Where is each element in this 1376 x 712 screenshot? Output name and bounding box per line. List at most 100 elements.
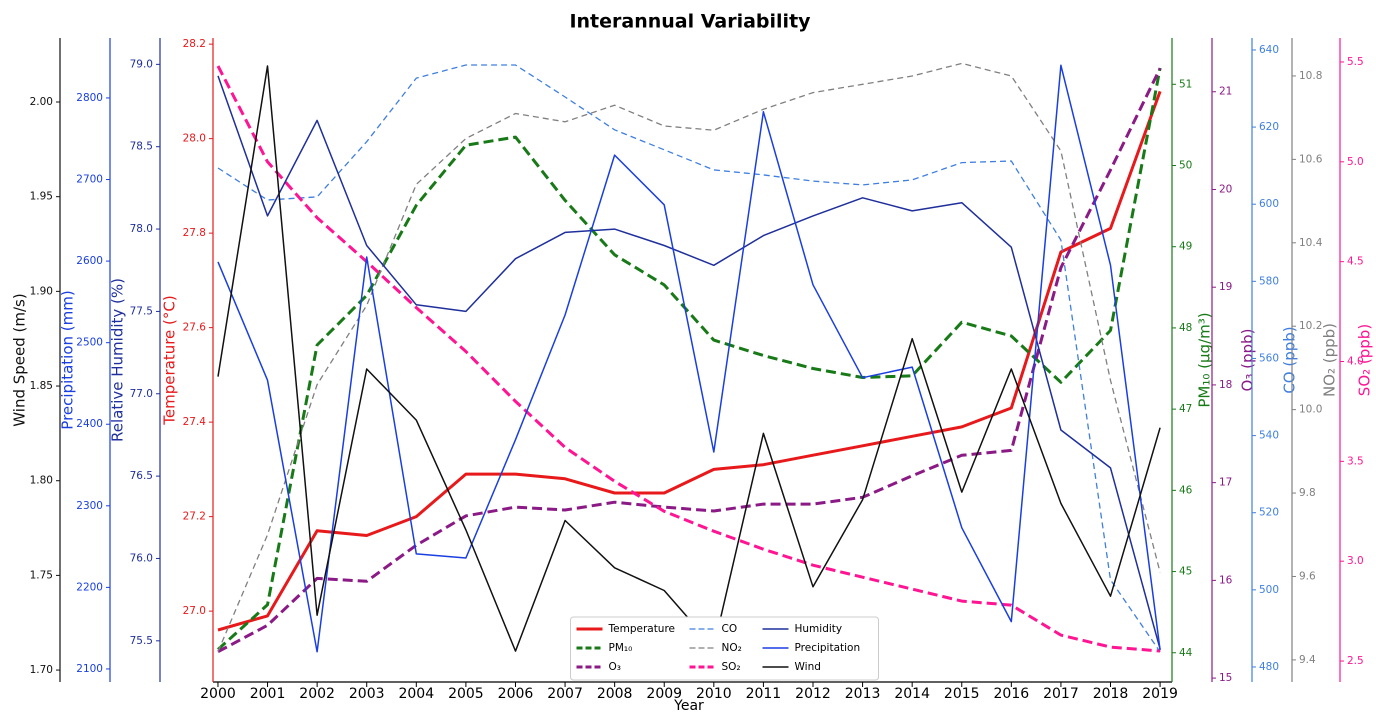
legend-label: CO bbox=[722, 623, 738, 635]
y-axis-label: PM₁₀ (μg/m³) bbox=[1196, 312, 1214, 407]
y-tick-label: 28.0 bbox=[183, 133, 206, 145]
y-tick-label: 480 bbox=[1259, 661, 1279, 673]
y-tick-label: 44 bbox=[1179, 647, 1193, 659]
x-tick-label: 2016 bbox=[994, 686, 1030, 702]
x-tick-label: 2013 bbox=[845, 686, 881, 702]
y-tick-label: 2300 bbox=[76, 500, 103, 512]
y-tick-label: 17 bbox=[1219, 477, 1232, 489]
y-tick-label: 75.5 bbox=[130, 635, 153, 647]
y-tick-label: 76.0 bbox=[130, 552, 153, 564]
x-tick-label: 2018 bbox=[1093, 686, 1129, 702]
y-tick-label: 2100 bbox=[76, 663, 103, 675]
y-tick-label: 500 bbox=[1259, 584, 1279, 596]
y-tick-label: 28.2 bbox=[183, 38, 206, 50]
chart-title: Interannual Variability bbox=[569, 11, 811, 33]
x-tick-label: 2007 bbox=[547, 686, 583, 702]
y-tick-label: 620 bbox=[1259, 121, 1279, 133]
y-axis-label: Temperature (°C) bbox=[161, 295, 179, 425]
y-tick-label: 50 bbox=[1179, 160, 1192, 172]
y-tick-label: 1.80 bbox=[30, 475, 53, 487]
legend-label: PM₁₀ bbox=[609, 642, 633, 654]
y-tick-label: 27.4 bbox=[183, 416, 207, 428]
x-tick-label: 2009 bbox=[646, 686, 682, 702]
y-tick-label: 78.0 bbox=[130, 223, 153, 235]
legend-label: Precipitation bbox=[795, 642, 861, 654]
y-tick-label: 4.0 bbox=[1347, 355, 1364, 367]
y-tick-label: 77.5 bbox=[130, 305, 153, 317]
x-tick-label: 2000 bbox=[200, 686, 236, 702]
x-tick-label: 2017 bbox=[1043, 686, 1079, 702]
y-tick-label: 46 bbox=[1179, 484, 1193, 496]
y-tick-label: 5.5 bbox=[1347, 56, 1364, 68]
y-tick-label: 51 bbox=[1179, 78, 1192, 90]
y-tick-label: 9.4 bbox=[1299, 654, 1316, 666]
x-tick-label: 2002 bbox=[299, 686, 335, 702]
y-tick-label: 79.0 bbox=[130, 58, 153, 70]
legend-box bbox=[570, 616, 879, 681]
y-axis-label: O₃ (ppb) bbox=[1239, 329, 1257, 392]
y-tick-label: 520 bbox=[1259, 507, 1279, 519]
y-tick-label: 3.0 bbox=[1347, 555, 1364, 567]
y-tick-label: 76.5 bbox=[130, 470, 153, 482]
x-tick-label: 2014 bbox=[894, 686, 930, 702]
y-tick-label: 2600 bbox=[76, 255, 103, 267]
y-tick-label: 1.90 bbox=[30, 285, 53, 297]
legend-label: Temperature bbox=[608, 623, 676, 635]
y-tick-label: 19 bbox=[1219, 281, 1232, 293]
y-tick-label: 45 bbox=[1179, 566, 1192, 578]
y-tick-label: 10.6 bbox=[1299, 153, 1323, 165]
x-tick-label: 2005 bbox=[448, 686, 484, 702]
y-tick-label: 1.85 bbox=[30, 380, 53, 392]
y-tick-label: 47 bbox=[1179, 403, 1192, 415]
y-tick-label: 2800 bbox=[76, 92, 103, 104]
data-line bbox=[217, 64, 1161, 653]
legend-label: Wind bbox=[795, 661, 821, 673]
y-tick-label: 48 bbox=[1179, 322, 1192, 334]
y-tick-label: 2.00 bbox=[30, 96, 53, 108]
y-tick-label: 1.75 bbox=[30, 569, 53, 581]
y-tick-label: 2700 bbox=[76, 174, 103, 186]
data-line bbox=[217, 64, 1161, 653]
y-tick-label: 18 bbox=[1219, 379, 1232, 391]
y-tick-label: 600 bbox=[1259, 198, 1279, 210]
legend-label: O₃ bbox=[609, 661, 621, 673]
y-tick-label: 5.0 bbox=[1347, 156, 1364, 168]
y-tick-label: 1.95 bbox=[30, 191, 53, 203]
x-axis-label: Year bbox=[673, 698, 704, 712]
y-tick-label: 27.6 bbox=[183, 322, 207, 334]
y-tick-label: 9.6 bbox=[1299, 570, 1316, 582]
y-tick-label: 540 bbox=[1259, 430, 1279, 442]
legend: Temperature PM₁₀ O₃ CO NO₂ SO₂ Humidity Precipi… bbox=[570, 616, 879, 681]
data-line bbox=[217, 67, 1162, 654]
y-tick-label: 16 bbox=[1219, 574, 1233, 586]
y-tick-label: 15 bbox=[1219, 672, 1232, 684]
y-tick-label: 9.8 bbox=[1299, 487, 1316, 499]
x-tick-label: 2008 bbox=[597, 686, 633, 702]
data-line bbox=[217, 90, 1162, 632]
y-tick-label: 560 bbox=[1259, 352, 1279, 364]
x-tick-label: 2011 bbox=[746, 686, 782, 702]
data-line bbox=[216, 67, 1162, 651]
legend-label: SO₂ bbox=[722, 661, 741, 673]
y-tick-label: 3.5 bbox=[1347, 455, 1364, 467]
y-tick-label: 640 bbox=[1259, 44, 1279, 56]
y-tick-label: 77.0 bbox=[130, 388, 153, 400]
y-tick-label: 2500 bbox=[76, 337, 103, 349]
y-tick-label: 20 bbox=[1219, 183, 1232, 195]
y-tick-label: 4.5 bbox=[1347, 256, 1364, 268]
x-tick-label: 2012 bbox=[795, 686, 831, 702]
y-axis-label: SO₂ (ppb) bbox=[1356, 324, 1374, 396]
y-tick-label: 27.2 bbox=[183, 511, 206, 523]
y-tick-label: 10.2 bbox=[1299, 320, 1322, 332]
legend-label: Humidity bbox=[795, 623, 843, 635]
x-tick-label: 2004 bbox=[398, 686, 434, 702]
data-line bbox=[217, 65, 1161, 652]
y-tick-label: 78.5 bbox=[130, 141, 153, 153]
x-tick-label: 2010 bbox=[696, 686, 732, 702]
y-tick-label: 2200 bbox=[76, 581, 103, 593]
x-tick-label: 2015 bbox=[944, 686, 980, 702]
y-tick-label: 27.8 bbox=[183, 227, 206, 239]
data-line bbox=[216, 65, 1161, 653]
x-tick-label: 2001 bbox=[250, 686, 286, 702]
